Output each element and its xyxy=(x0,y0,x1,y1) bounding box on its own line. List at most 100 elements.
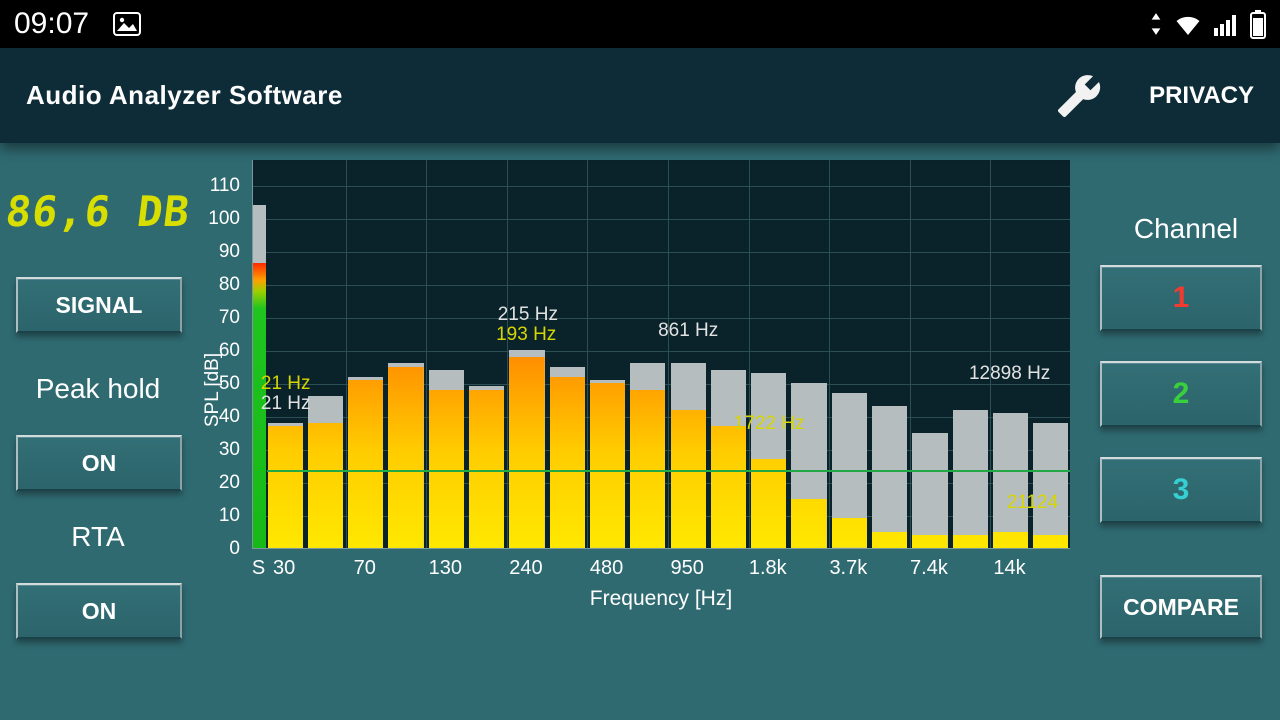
y-tick-label: 90 xyxy=(218,241,240,263)
channel-3-button[interactable]: 3 xyxy=(1100,457,1262,523)
threshold-line xyxy=(267,469,1070,472)
frequency-annotation: 21 Hz xyxy=(260,373,311,395)
y-tick-label: 100 xyxy=(208,208,240,230)
spectrum-bar xyxy=(428,389,464,548)
peak-hold-toggle[interactable]: ON xyxy=(16,435,182,491)
y-tick-label: 50 xyxy=(218,373,240,395)
x-tick-label: 30 xyxy=(273,557,296,579)
y-tick-label: 110 xyxy=(209,175,240,197)
wifi-icon xyxy=(1176,16,1200,35)
plot-area[interactable]: 21 Hz 21 Hz 215 Hz 193 Hz 861 Hz 1722 Hz 12898… xyxy=(252,160,1070,549)
v-gridline xyxy=(748,160,750,548)
x-axis-title: Frequency [Hz] xyxy=(589,587,733,610)
v-gridline xyxy=(668,160,669,548)
x-tick-label: 70 xyxy=(353,557,376,579)
peak-hold-bar xyxy=(872,406,908,548)
y-tick-label: 10 xyxy=(218,505,240,527)
spectrum-bar xyxy=(831,518,867,548)
x-axis-ticks: S 30 70 130 240 480 950 1.8k 3.7k 7.4k 14k xyxy=(252,557,1070,583)
photo-notification-icon xyxy=(113,12,142,36)
android-status-bar: 09:07 xyxy=(0,0,1280,48)
compare-button[interactable]: COMPARE xyxy=(1100,575,1262,639)
left-control-panel: 86,6 DB SIGNAL Peak hold ON RTA ON xyxy=(0,143,196,720)
spectrum-bar xyxy=(912,534,948,548)
spectrum-bar xyxy=(549,376,585,548)
spectrum-bar xyxy=(791,498,827,548)
peak-hold-bar xyxy=(952,409,988,548)
spectrum-bar xyxy=(267,426,303,548)
spectrum-bar xyxy=(348,379,384,548)
frequency-annotation: 215 Hz xyxy=(497,303,558,325)
spectrum-bar xyxy=(992,531,1029,548)
spectrum-bar xyxy=(1033,534,1069,548)
peak-hold-bar xyxy=(1033,422,1069,548)
h-gridline xyxy=(253,318,1070,320)
x-tick-label: S xyxy=(251,557,266,579)
y-tick-label: 0 xyxy=(229,538,240,559)
frequency-annotation: 1722 Hz xyxy=(733,412,805,434)
channel-1-button[interactable]: 1 xyxy=(1100,265,1262,331)
spectrum-bar xyxy=(388,366,424,548)
settings-wrench-icon[interactable] xyxy=(1053,73,1105,119)
frequency-annotation: 861 Hz xyxy=(658,320,719,342)
v-gridline xyxy=(990,160,992,548)
spectrum-bar xyxy=(469,389,505,548)
y-tick-label: 80 xyxy=(218,274,240,296)
y-tick-label: 20 xyxy=(218,472,240,494)
status-bar-right xyxy=(1150,9,1266,39)
spectrum-bar xyxy=(872,531,908,548)
h-gridline xyxy=(253,285,1070,287)
signal-button[interactable]: SIGNAL xyxy=(16,277,182,333)
y-tick-label: 40 xyxy=(218,406,240,428)
frequency-annotation: 21 Hz xyxy=(260,392,311,414)
spectrum-bar xyxy=(589,383,626,548)
h-gridline xyxy=(253,351,1070,353)
x-tick-label: 480 xyxy=(589,557,624,579)
y-tick-label: 70 xyxy=(218,307,240,329)
x-tick-label: 950 xyxy=(670,557,704,579)
privacy-link[interactable]: PRIVACY xyxy=(1149,81,1254,109)
app-header: Audio Analyzer Software PRIVACY xyxy=(0,48,1280,143)
clock: 09:07 xyxy=(14,7,90,40)
spectrum-bar xyxy=(630,389,666,548)
peak-hold-bar xyxy=(912,432,948,548)
channel-label: Channel xyxy=(1133,213,1239,244)
rta-toggle[interactable]: ON xyxy=(16,583,182,639)
x-tick-label: 240 xyxy=(509,557,543,579)
v-gridline xyxy=(426,160,428,548)
spectrum-analyzer-chart: SPL [dB] 0 10 20 30 40 50 60 70 80 90 100 110 21 Hz… xyxy=(196,143,1092,720)
battery-icon xyxy=(1250,10,1266,39)
h-gridline xyxy=(253,186,1070,188)
spectrum-bar xyxy=(710,426,747,548)
header-actions: PRIVACY xyxy=(1053,73,1254,119)
channel-2-button[interactable]: 2 xyxy=(1100,361,1262,427)
spl-db-readout: 86,6 DB xyxy=(2,187,194,236)
spectrum-bar xyxy=(307,422,344,548)
right-control-panel: Channel 1 2 3 COMPARE xyxy=(1092,143,1280,720)
frequency-annotation: 21124 xyxy=(1006,491,1059,513)
spectrum-bar xyxy=(952,534,988,548)
spectrum-bar xyxy=(751,459,787,548)
v-gridline xyxy=(909,160,911,548)
v-gridline xyxy=(506,160,508,548)
y-axis-ticks: 0 10 20 30 40 50 60 70 80 90 100 110 xyxy=(196,160,246,559)
peak-hold-bar xyxy=(992,412,1029,548)
v-gridline xyxy=(829,160,831,548)
v-gridline xyxy=(345,160,347,548)
y-tick-label: 30 xyxy=(218,439,240,461)
y-tick-label: 60 xyxy=(218,340,240,362)
spectrum-bar xyxy=(670,409,706,548)
h-gridline xyxy=(253,252,1070,254)
spectrum-bar xyxy=(509,356,545,548)
data-arrows-icon xyxy=(1151,13,1161,35)
rta-label: RTA xyxy=(71,521,125,552)
frequency-annotation: 193 Hz xyxy=(496,323,557,345)
app-title: Audio Analyzer Software xyxy=(26,80,343,110)
status-bar-left: 09:07 xyxy=(14,7,142,41)
x-tick-label: 3.7k xyxy=(829,557,868,579)
cellular-signal-icon xyxy=(1214,15,1236,36)
main-content: 86,6 DB SIGNAL Peak hold ON RTA ON SPL [… xyxy=(0,143,1280,720)
peak-hold-label: Peak hold xyxy=(35,373,161,404)
x-tick-label: 1.8k xyxy=(748,557,787,579)
